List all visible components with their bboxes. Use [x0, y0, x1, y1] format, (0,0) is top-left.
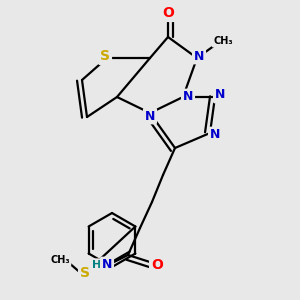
Text: N: N: [183, 91, 193, 103]
Text: N: N: [210, 128, 220, 142]
Text: N: N: [215, 88, 225, 101]
Text: S: S: [80, 266, 90, 280]
Text: N: N: [145, 110, 155, 122]
Text: N: N: [194, 50, 204, 62]
Text: CH₃: CH₃: [213, 36, 233, 46]
Text: O: O: [151, 258, 163, 272]
Text: S: S: [100, 49, 110, 63]
Text: CH₃: CH₃: [50, 255, 70, 265]
Text: O: O: [162, 6, 174, 20]
Text: N: N: [102, 259, 112, 272]
Text: H: H: [92, 260, 102, 270]
